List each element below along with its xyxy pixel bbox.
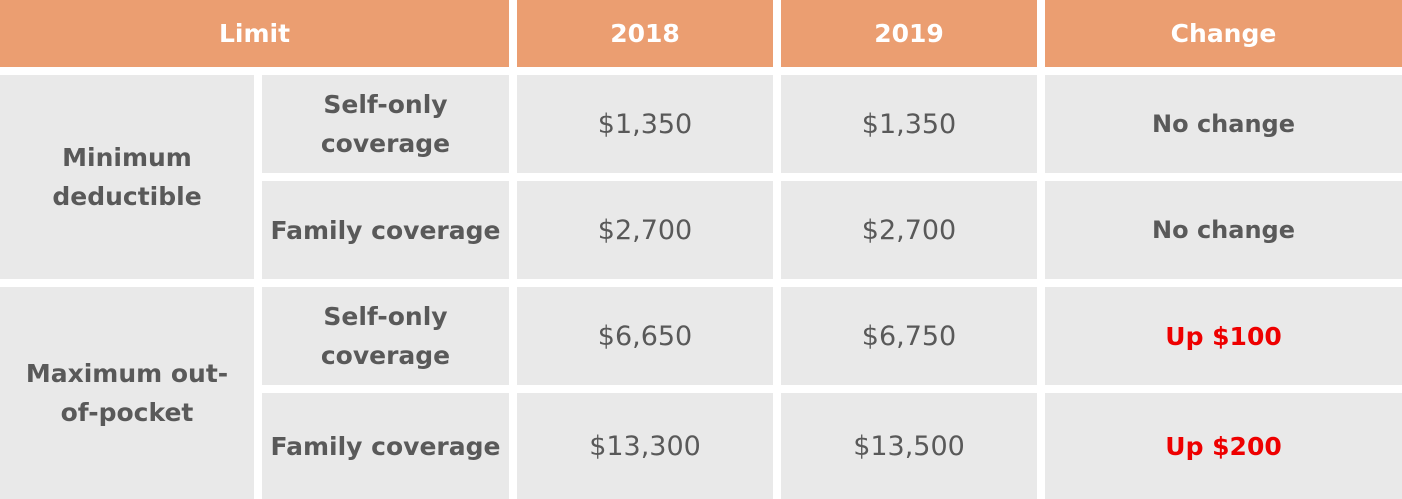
table-row: Maximum out-of-pocket Self-only coverage… xyxy=(0,287,1402,499)
value-2018: $2,700 xyxy=(517,181,782,287)
header-2018: 2018 xyxy=(517,0,782,75)
header-limit: Limit xyxy=(0,0,518,75)
group-label-text: Maximum out-of-pocket xyxy=(25,359,229,427)
change-value-increase: Up $200 xyxy=(1045,393,1402,499)
value-2019: $2,700 xyxy=(781,181,1046,287)
group-label-maximum-out-of-pocket: Maximum out-of-pocket xyxy=(0,287,262,499)
group-label-text: Minimum deductible xyxy=(52,143,202,211)
value-2018: $1,350 xyxy=(517,75,782,181)
coverage-label: Self-only coverage xyxy=(262,287,518,393)
header-change: Change xyxy=(1045,0,1402,75)
header-2019: 2019 xyxy=(781,0,1046,75)
coverage-label-text: Self-only coverage xyxy=(320,302,451,370)
group-label-minimum-deductible: Minimum deductible xyxy=(0,75,262,287)
coverage-label: Family coverage xyxy=(262,393,518,499)
table-row: Family coverage $13,300 $13,500 Up $200 xyxy=(0,393,1402,499)
change-value: No change xyxy=(1045,75,1402,181)
change-value-increase: Up $100 xyxy=(1045,287,1402,393)
coverage-label: Self-only coverage xyxy=(262,75,518,181)
coverage-label-text: Self-only coverage xyxy=(320,90,451,158)
value-2018: $13,300 xyxy=(517,393,782,499)
header-row: Limit 2018 2019 Change xyxy=(0,0,1402,75)
table-row: Family coverage $2,700 $2,700 No change xyxy=(0,181,1402,287)
table-row: Minimum deductible Self-only coverage $1… xyxy=(0,75,1402,287)
value-2019: $6,750 xyxy=(781,287,1046,393)
coverage-label: Family coverage xyxy=(262,181,518,287)
change-value: No change xyxy=(1045,181,1402,287)
value-2019: $13,500 xyxy=(781,393,1046,499)
value-2018: $6,650 xyxy=(517,287,782,393)
value-2019: $1,350 xyxy=(781,75,1046,181)
